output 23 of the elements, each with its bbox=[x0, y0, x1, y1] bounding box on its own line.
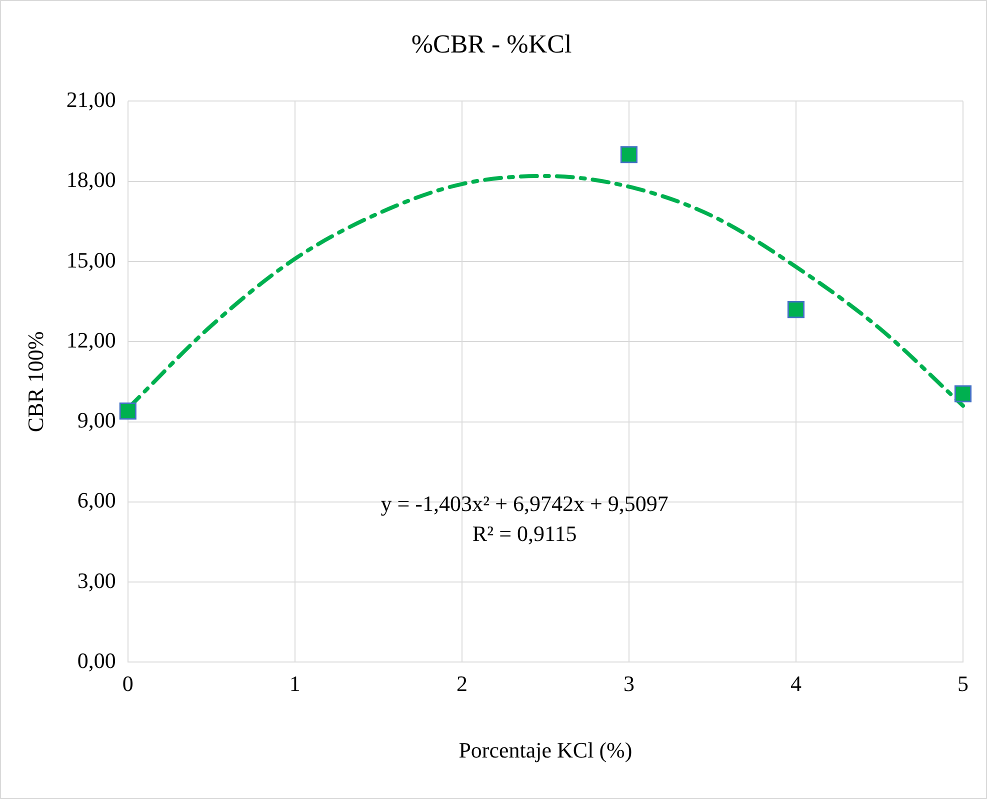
y-tick-label: 21,00 bbox=[66, 86, 116, 112]
y-tick-label: 6,00 bbox=[77, 488, 116, 513]
x-axis-title: Porcentaje KCl (%) bbox=[458, 738, 632, 763]
point bbox=[954, 385, 972, 402]
x-tick-label: 1 bbox=[289, 671, 300, 696]
x-tick-label: 4 bbox=[790, 671, 802, 696]
y-tick-label: 18,00 bbox=[66, 167, 116, 192]
x-tick-label: 5 bbox=[958, 671, 968, 696]
y-tick-label: 15,00 bbox=[66, 247, 116, 272]
annotation: R² = 0,9115 bbox=[472, 520, 577, 546]
point bbox=[787, 301, 805, 318]
point bbox=[620, 146, 638, 164]
x-tick-label: 3 bbox=[623, 671, 634, 696]
x-tick-label: 2 bbox=[456, 671, 468, 696]
point bbox=[119, 402, 136, 420]
y-tick-label: 12,00 bbox=[66, 327, 116, 352]
chart-title: %CBR - %KCl bbox=[411, 29, 572, 58]
y-tick-label: 9,00 bbox=[77, 408, 116, 433]
y-axis-title: CBR 100% bbox=[22, 331, 48, 432]
annotation: y = -1,403x² + 6,9742x + 9,5097 bbox=[380, 490, 668, 516]
y-tick-label: 3,00 bbox=[77, 568, 116, 593]
x-tick-label: 0 bbox=[122, 671, 134, 696]
y-tick-label: 0,00 bbox=[77, 648, 116, 673]
